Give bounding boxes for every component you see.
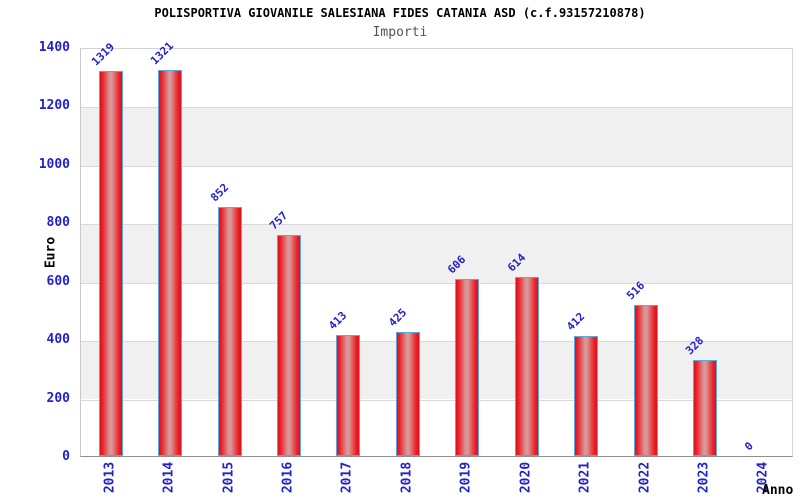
x-tick-label: 2016: [280, 461, 296, 494]
bar-value-label: 852: [207, 181, 231, 205]
y-axis-title: Euro: [43, 236, 59, 269]
gridline: [81, 224, 792, 226]
x-axis-title: Anno: [762, 483, 794, 498]
chart-subtitle: Importi: [372, 25, 428, 40]
bar-2021: [574, 336, 598, 456]
x-tick-label: 2014: [161, 461, 177, 494]
bar-value-label: 0: [742, 439, 757, 454]
gridline: [81, 107, 792, 109]
bar-2013: [98, 71, 123, 456]
gridline: [81, 165, 792, 167]
bar-value-label: 412: [564, 310, 588, 334]
x-tick-label: 2022: [637, 461, 652, 494]
y-tick-label: 1400: [38, 40, 70, 55]
bar-2019: [455, 279, 480, 456]
bar-2014: [158, 70, 183, 456]
bar-2018: [395, 332, 420, 456]
bar-value-label: 1321: [148, 39, 177, 68]
grid-band: [81, 341, 792, 400]
bar-2017: [336, 335, 361, 456]
bar-value-label: 425: [385, 306, 410, 330]
gridline: [81, 282, 792, 284]
x-tick-label: 2017: [339, 461, 355, 494]
x-tick-label: 2013: [102, 461, 118, 494]
gridline: [81, 399, 792, 401]
y-tick-label: 600: [46, 273, 70, 289]
bar-2015: [217, 207, 242, 456]
gridline: [81, 341, 792, 343]
y-tick-label: 400: [46, 332, 70, 348]
bar-2020: [514, 277, 539, 456]
x-tick-label: 2018: [399, 461, 415, 494]
x-tick-label: 2019: [458, 461, 474, 494]
x-tick-label: 2020: [518, 461, 534, 494]
y-tick-label: 1200: [38, 98, 70, 114]
bar-value-label: 413: [326, 309, 350, 333]
x-tick-label: 2015: [221, 461, 236, 494]
x-tick-label: 2023: [696, 461, 712, 494]
bar-2022: [633, 305, 658, 456]
grid-band: [81, 224, 792, 283]
bar-2016: [277, 235, 301, 456]
y-tick-label: 200: [46, 390, 70, 406]
bar-2023: [692, 360, 717, 456]
y-tick-label: 0: [62, 449, 70, 464]
y-tick-label: 1000: [38, 156, 70, 172]
chart-title: POLISPORTIVA GIOVANILE SALESIANA FIDES C…: [154, 6, 646, 20]
plot-area: 1319 1321 852 757 413 425 606 614 412 516 328 0: [80, 39, 793, 457]
bar-value-label: 1319: [88, 40, 117, 69]
grid-band: [81, 107, 792, 166]
y-tick-label: 800: [46, 215, 70, 231]
x-tick-label: 2021: [577, 461, 593, 494]
